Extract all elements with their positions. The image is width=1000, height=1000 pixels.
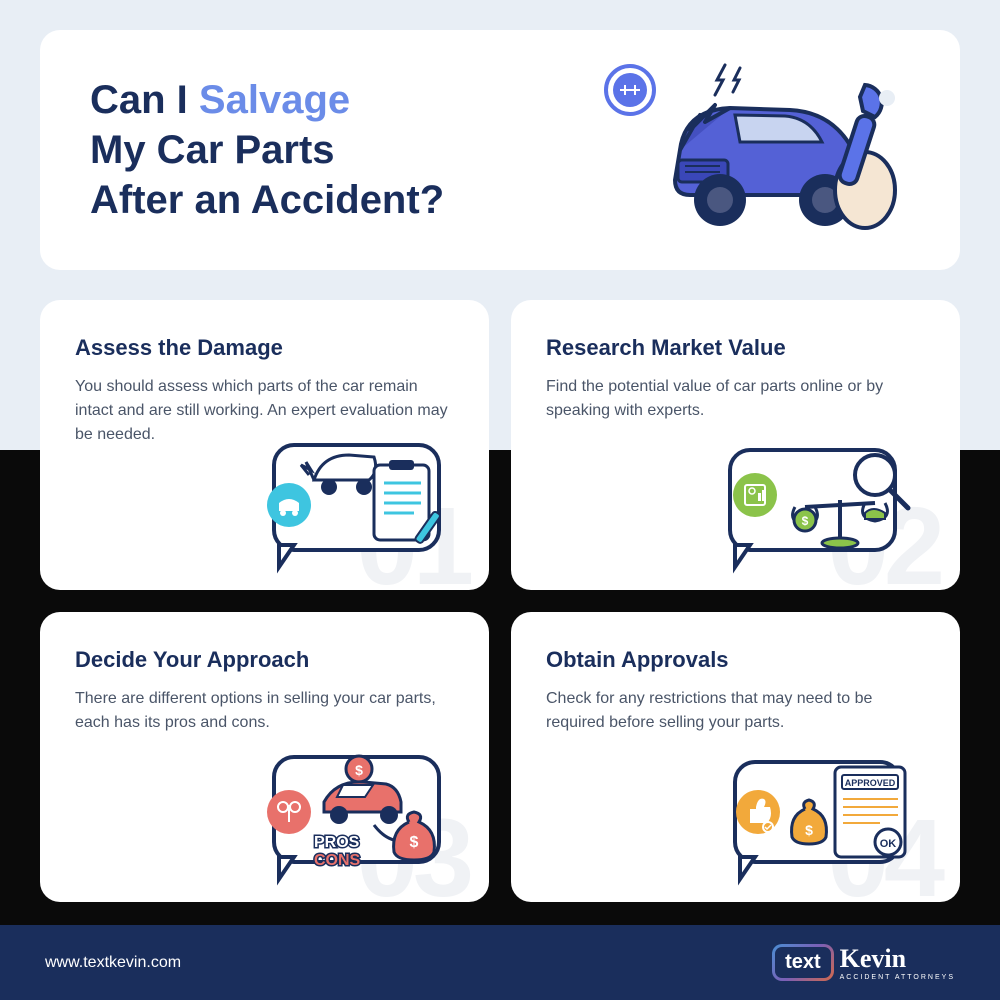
cards-grid: Assess the Damage You should assess whic… [40, 300, 960, 902]
card-illustration [239, 435, 469, 575]
svg-text:CONS: CONS [314, 852, 361, 869]
footer-url: www.textkevin.com [45, 954, 181, 972]
svg-text:$: $ [805, 822, 813, 838]
logo-text: text [775, 947, 831, 978]
card-research-value: Research Market Value Find the potential… [511, 300, 960, 590]
logo-name: Kevin [840, 944, 906, 973]
pros-cons-icon: $ $ PROS CONS [239, 747, 469, 887]
card-illustration: $ [710, 435, 940, 575]
logo-name-wrap: Kevin ACCIDENT ATTORNEYS [840, 944, 955, 981]
approved-doc-icon: APPROVED OK $ [710, 747, 940, 887]
svg-text:$: $ [802, 514, 809, 528]
svg-text:OK: OK [880, 838, 897, 850]
card-obtain-approvals: Obtain Approvals Check for any restricti… [511, 612, 960, 902]
hero-illustration [590, 60, 910, 240]
card-title: Assess the Damage [75, 335, 454, 361]
scale-magnify-icon: $ [710, 435, 940, 575]
svg-text:$: $ [410, 834, 419, 851]
card-title: Decide Your Approach [75, 647, 454, 673]
footer: www.textkevin.com text Kevin ACCIDENT AT… [0, 925, 1000, 1000]
card-illustration: $ $ PROS CONS [239, 747, 469, 887]
card-body: Find the potential value of car parts on… [546, 375, 925, 423]
card-title: Research Market Value [546, 335, 925, 361]
title-line2: My Car Parts [90, 128, 335, 172]
svg-text:PROS: PROS [314, 834, 360, 851]
logo-subtitle: ACCIDENT ATTORNEYS [840, 974, 955, 981]
card-body: There are different options in selling y… [75, 687, 454, 735]
card-decide-approach: Decide Your Approach There are different… [40, 612, 489, 902]
svg-text:$: $ [355, 762, 363, 778]
clipboard-car-icon [239, 435, 469, 575]
card-illustration: APPROVED OK $ [710, 747, 940, 887]
header-card: Can I Salvage My Car Parts After an Acci… [40, 30, 960, 270]
title-line1-pre: Can I [90, 78, 199, 122]
page-title: Can I Salvage My Car Parts After an Acci… [90, 75, 444, 225]
damaged-car-icon [590, 60, 910, 240]
title-highlight: Salvage [199, 78, 350, 122]
svg-text:APPROVED: APPROVED [845, 778, 896, 788]
card-title: Obtain Approvals [546, 647, 925, 673]
footer-logo: text Kevin ACCIDENT ATTORNEYS [772, 944, 955, 981]
title-line3: After an Accident? [90, 178, 444, 222]
logo-badge: text [772, 944, 834, 981]
card-body: Check for any restrictions that may need… [546, 687, 925, 735]
card-assess-damage: Assess the Damage You should assess whic… [40, 300, 489, 590]
